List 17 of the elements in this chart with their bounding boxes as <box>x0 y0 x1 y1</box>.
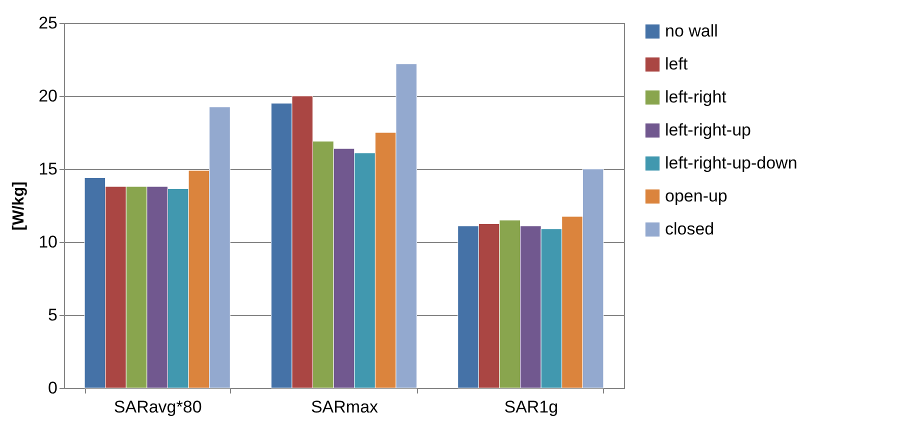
y-tick-label: 5 <box>48 306 58 324</box>
legend-label: no wall <box>665 22 718 40</box>
y-tick-label: 25 <box>38 14 58 32</box>
x-tick-label: SAR1g <box>504 398 558 416</box>
legend-label: left-right-up <box>665 120 751 140</box>
legend-label: closed <box>665 220 714 238</box>
legend-label: left <box>665 54 688 74</box>
x-tick-label: SARmax <box>310 398 379 416</box>
y-tick-label: 0 <box>48 378 58 398</box>
legend-label: left-right-up-down <box>665 154 798 172</box>
y-tick-label: 10 <box>38 232 58 252</box>
x-tick-label: SARavg*80 <box>114 398 202 416</box>
y-axis-title: [W/kg] <box>10 182 28 230</box>
y-tick-label: 20 <box>38 86 58 106</box>
legend-label: open-up <box>665 186 728 206</box>
legend-label: left-right <box>665 88 727 106</box>
y-tick-label: 15 <box>38 160 58 178</box>
